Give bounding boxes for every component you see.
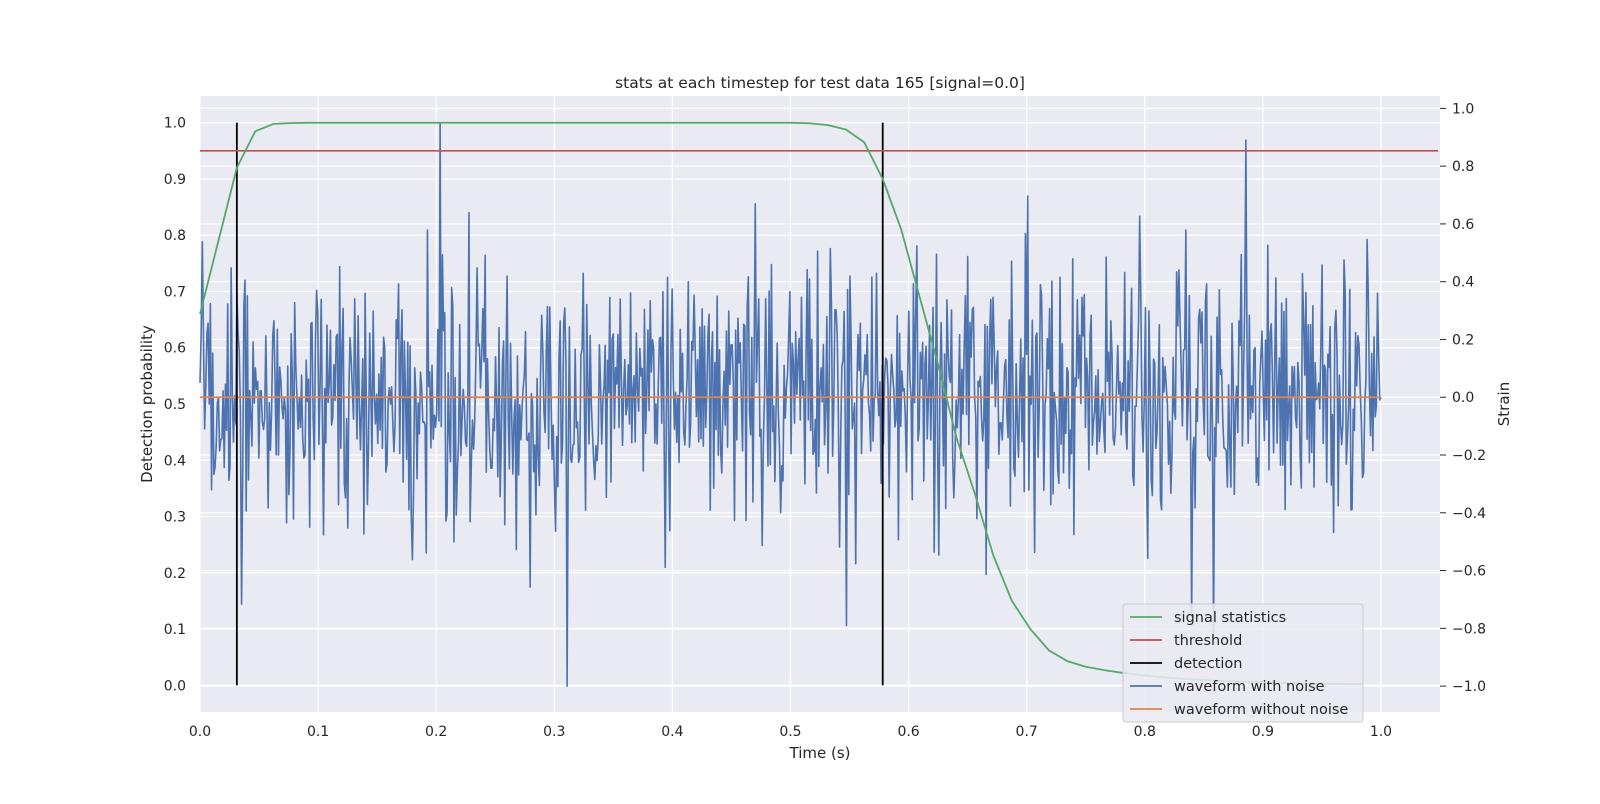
y-tick-label: 0.4 (164, 453, 186, 469)
x-tick-label: 0.0 (189, 724, 211, 740)
series-layer (199, 121, 1439, 687)
y2-tick-label: −0.8 (1452, 621, 1486, 637)
y-axis-label: Detection probability (138, 325, 156, 483)
series-line-waveform-with-noise (199, 122, 1382, 687)
y-tick-label: 0.9 (164, 172, 186, 188)
y2-tick-label: −0.6 (1452, 564, 1486, 580)
legend-label-detection: detection (1174, 656, 1242, 672)
x-tick-label: 0.5 (779, 724, 801, 740)
y2-tick-label: 0.8 (1452, 159, 1474, 175)
y-tick-label: 1.0 (164, 116, 186, 132)
legend-label-waveform-with-noise: waveform with noise (1174, 679, 1325, 695)
y2-tick-label: −0.4 (1452, 506, 1486, 522)
y2-axis-label: Strain (1495, 382, 1513, 426)
y-tick-label: 0.3 (164, 510, 186, 526)
y-tick-label: 0.6 (164, 341, 186, 357)
x-tick-label: 0.9 (1252, 724, 1274, 740)
y-tick-label: 0.7 (164, 284, 186, 300)
legend-box (1122, 603, 1364, 723)
x-tick-label: 0.3 (543, 724, 565, 740)
y2-tick-label: 0.0 (1452, 390, 1474, 406)
y-tick-label: 0.8 (164, 228, 186, 244)
x-tick-label: 1.0 (1370, 724, 1392, 740)
legend-label-signal-statistics: signal statistics (1174, 610, 1286, 626)
y2-tick-label: −0.2 (1452, 448, 1486, 464)
x-tick-label: 0.6 (897, 724, 919, 740)
x-tick-label: 0.4 (661, 724, 683, 740)
y2-tick-label: 0.2 (1452, 332, 1474, 348)
ticks: 0.0 0.1 0.2 0.3 0.4 0.5 0.6 0.7 0.8 0.9 1.0 0.0 0.1 0… (164, 101, 1486, 740)
legend-label-waveform-without-noise: waveform without noise (1174, 702, 1348, 718)
y-tick-label: 0.0 (164, 678, 186, 694)
y2-tick-label: 1.0 (1452, 101, 1474, 117)
chart-title: stats at each timestep for test data 165… (615, 74, 1025, 92)
y-tick-label: 0.2 (164, 566, 186, 582)
x-tick-label: 0.7 (1016, 724, 1038, 740)
y2-tick-label: 0.4 (1452, 275, 1474, 291)
x-tick-label: 0.8 (1134, 724, 1156, 740)
x-axis-label: Time (s) (789, 744, 851, 762)
y2-tick-label: 0.6 (1452, 217, 1474, 233)
legend: signal statistics threshold detection wa… (1122, 603, 1364, 723)
y2-tick-label: −1.0 (1452, 679, 1486, 695)
y-tick-label: 0.1 (164, 622, 186, 638)
x-tick-label: 0.2 (425, 724, 447, 740)
y-tick-label: 0.5 (164, 397, 186, 413)
legend-label-threshold: threshold (1174, 633, 1242, 649)
x-tick-label: 0.1 (307, 724, 329, 740)
